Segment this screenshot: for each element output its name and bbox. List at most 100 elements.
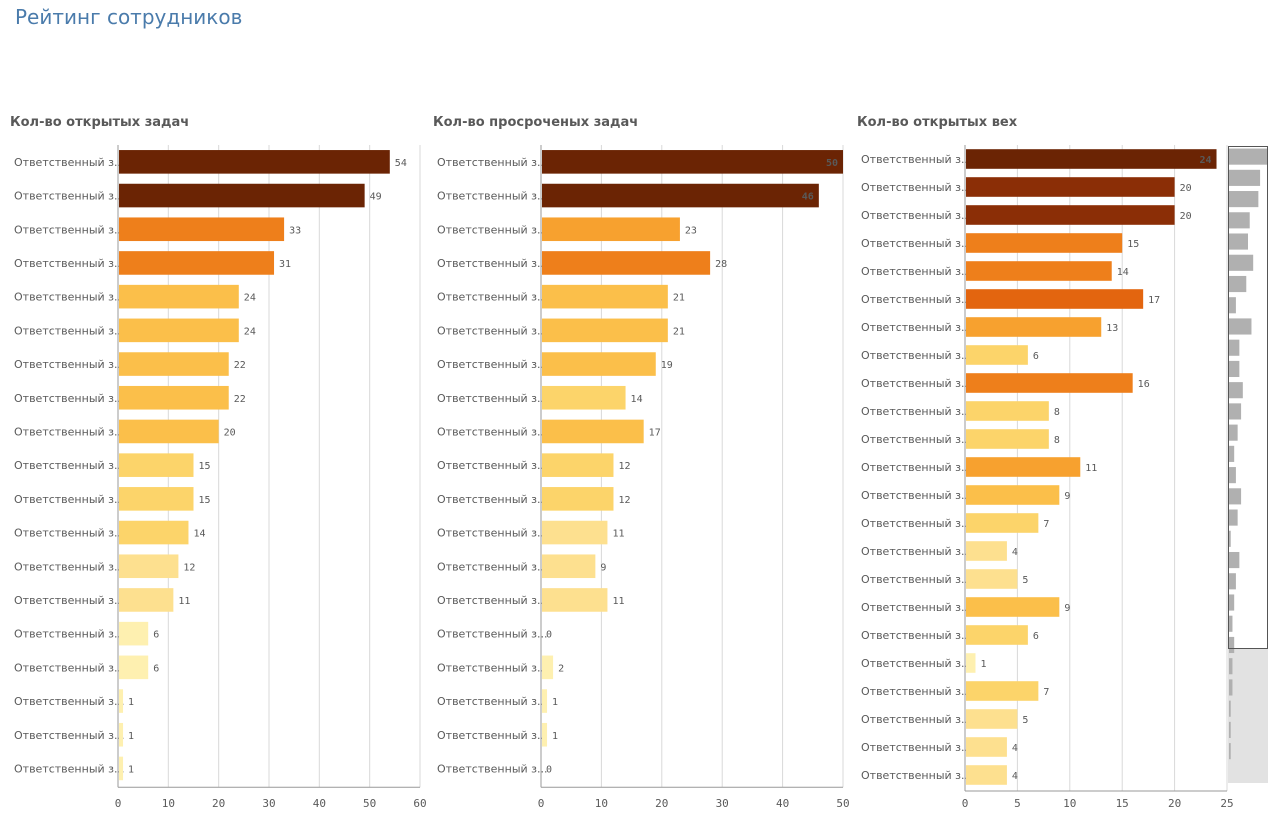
bar[interactable]: [966, 681, 1039, 701]
category-label[interactable]: Ответственный з...: [437, 223, 547, 236]
bar[interactable]: [966, 457, 1081, 477]
category-label[interactable]: Ответственный з...: [14, 729, 124, 742]
bar[interactable]: [966, 289, 1144, 309]
category-label[interactable]: Ответственный з...: [437, 459, 547, 472]
category-label[interactable]: Ответственный з...: [14, 425, 124, 438]
category-label[interactable]: Ответственный з...: [861, 713, 971, 726]
bar[interactable]: [966, 513, 1039, 533]
bar[interactable]: [966, 233, 1123, 253]
category-label[interactable]: Ответственный з...: [14, 291, 124, 304]
bar[interactable]: [966, 177, 1175, 197]
category-label[interactable]: Ответственный з...: [861, 405, 971, 418]
bar[interactable]: [542, 520, 608, 545]
bar[interactable]: [119, 453, 194, 477]
chart-overdue-tasks[interactable]: Ответственный з... 50 Ответственный з... 46…: [0, 0, 860, 827]
category-label[interactable]: Ответственный з...: [14, 459, 124, 472]
bar[interactable]: [119, 183, 365, 208]
bar[interactable]: [119, 284, 239, 309]
bar[interactable]: [966, 737, 1007, 757]
category-label[interactable]: Ответственный з...: [14, 257, 124, 270]
bar[interactable]: [119, 352, 229, 376]
bar[interactable]: [542, 722, 548, 747]
bar[interactable]: [966, 429, 1049, 449]
bar[interactable]: [542, 150, 843, 174]
bar[interactable]: [119, 689, 124, 713]
category-label[interactable]: Ответственный з...: [861, 769, 971, 782]
bar[interactable]: [542, 689, 548, 713]
category-label[interactable]: Ответственный з...: [861, 377, 971, 390]
category-label[interactable]: Ответственный з...: [14, 695, 124, 708]
bar[interactable]: [119, 318, 239, 343]
bar[interactable]: [119, 588, 174, 612]
category-label[interactable]: Ответственный з...: [861, 181, 971, 194]
category-label[interactable]: Ответственный з...: [14, 358, 124, 371]
category-label[interactable]: Ответственный з...: [861, 209, 971, 222]
bar[interactable]: [966, 261, 1112, 281]
bar[interactable]: [119, 621, 149, 646]
bar[interactable]: [119, 150, 390, 174]
bar[interactable]: [119, 520, 189, 545]
bar[interactable]: [966, 149, 1217, 169]
bar[interactable]: [966, 765, 1007, 785]
category-label[interactable]: Ответственный з...: [14, 628, 124, 641]
bar[interactable]: [119, 419, 219, 444]
bar[interactable]: [542, 385, 626, 410]
bar[interactable]: [966, 373, 1133, 393]
bar[interactable]: [542, 419, 644, 444]
bar[interactable]: [966, 205, 1175, 225]
bar[interactable]: [966, 485, 1060, 505]
bar[interactable]: [119, 217, 285, 242]
category-label[interactable]: Ответственный з...: [861, 349, 971, 362]
bar[interactable]: [542, 183, 819, 208]
category-label[interactable]: Ответственный з...: [861, 489, 971, 502]
bar[interactable]: [542, 588, 608, 612]
bar[interactable]: [542, 352, 656, 376]
bar[interactable]: [966, 569, 1018, 589]
chart-open-tasks[interactable]: Ответственный з... 54 Ответственный з... 49…: [0, 0, 430, 827]
category-label[interactable]: Ответственный з...: [14, 156, 124, 169]
bar[interactable]: [542, 318, 668, 343]
category-label[interactable]: Ответственный з...: [861, 321, 971, 334]
category-label[interactable]: Ответственный з...: [437, 324, 547, 337]
bar[interactable]: [966, 401, 1049, 421]
category-label[interactable]: Ответственный з...: [437, 190, 547, 203]
minimap-window-frame[interactable]: [1228, 146, 1268, 649]
category-label[interactable]: Ответственный з...: [437, 156, 547, 169]
bar[interactable]: [542, 251, 711, 275]
category-label[interactable]: Ответственный з...: [14, 392, 124, 405]
bar[interactable]: [966, 345, 1028, 365]
category-label[interactable]: Ответственный з...: [437, 729, 547, 742]
bar[interactable]: [542, 554, 596, 579]
category-label[interactable]: Ответственный з...: [14, 493, 124, 506]
bar[interactable]: [542, 217, 680, 242]
category-label[interactable]: Ответственный з...: [437, 358, 547, 371]
bar[interactable]: [119, 756, 124, 781]
category-label[interactable]: Ответственный з...: [14, 223, 124, 236]
bar[interactable]: [542, 284, 668, 309]
category-label[interactable]: Ответственный з...: [14, 527, 124, 540]
category-label[interactable]: Ответственный з...: [14, 560, 124, 573]
category-label[interactable]: Ответственный з...: [14, 661, 124, 674]
bar[interactable]: [119, 655, 149, 680]
category-label[interactable]: Ответственный з...: [861, 433, 971, 446]
category-label[interactable]: Ответственный з...: [861, 741, 971, 754]
bar[interactable]: [966, 625, 1028, 645]
category-label[interactable]: Ответственный з...: [437, 594, 547, 607]
bar[interactable]: [119, 251, 275, 275]
bar[interactable]: [966, 317, 1102, 337]
category-label[interactable]: Ответственный з...: [14, 762, 124, 775]
category-label[interactable]: Ответственный з...: [861, 685, 971, 698]
category-label[interactable]: Ответственный з...: [14, 190, 124, 203]
category-label[interactable]: Ответственный з...: [437, 257, 547, 270]
bar[interactable]: [966, 653, 976, 673]
category-label[interactable]: Ответственный з...: [437, 291, 547, 304]
bar[interactable]: [119, 554, 179, 579]
category-label[interactable]: Ответственный з...: [861, 153, 971, 166]
bar[interactable]: [119, 722, 124, 747]
category-label[interactable]: Ответственный з...: [437, 493, 547, 506]
category-label[interactable]: Ответственный з...: [14, 594, 124, 607]
category-label[interactable]: Ответственный з...: [861, 517, 971, 530]
category-label[interactable]: Ответственный з...: [437, 425, 547, 438]
category-label[interactable]: Ответственный з...: [861, 237, 971, 250]
